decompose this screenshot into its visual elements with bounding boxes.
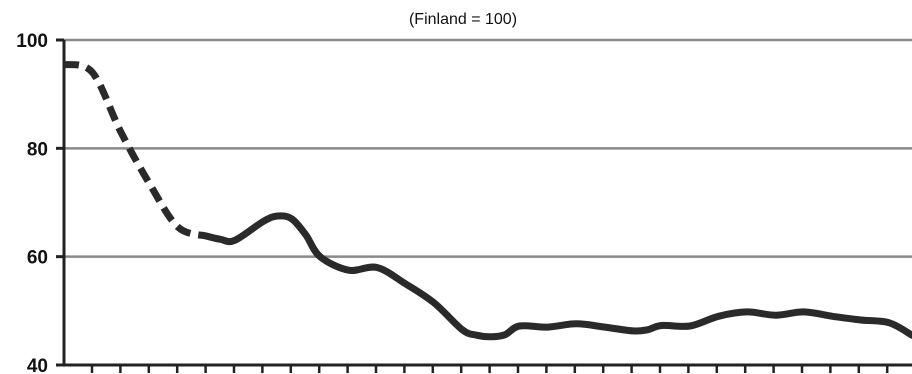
chart-subtitle: (Finland = 100) bbox=[409, 11, 517, 28]
series-line-solid bbox=[202, 212, 912, 341]
y-tick-label-80: 80 bbox=[27, 139, 48, 160]
gridlines bbox=[64, 38, 912, 258]
y-tick-label-100: 100 bbox=[16, 31, 48, 52]
series-line-dashed bbox=[63, 60, 208, 240]
y-tick-label-60: 60 bbox=[27, 248, 48, 269]
y-axis-ticks: 40 60 80 100 bbox=[16, 31, 64, 374]
y-tick-label-40: 40 bbox=[27, 356, 48, 374]
series-group bbox=[63, 60, 912, 341]
